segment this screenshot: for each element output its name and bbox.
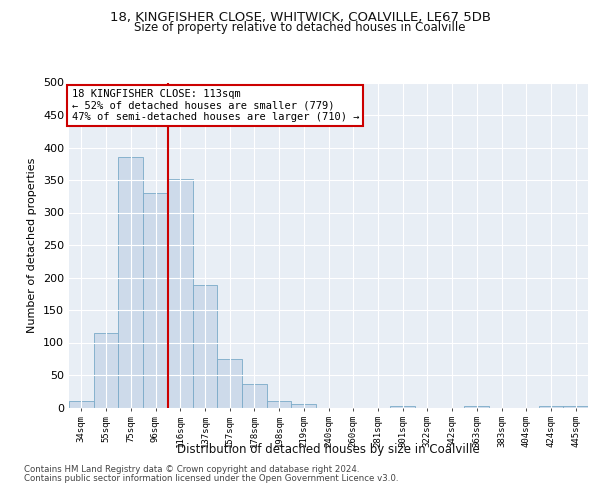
Bar bbox=[464, 406, 489, 407]
Bar bbox=[563, 406, 588, 407]
Bar bbox=[292, 404, 316, 407]
Bar bbox=[390, 406, 415, 407]
Y-axis label: Number of detached properties: Number of detached properties bbox=[28, 158, 37, 332]
Text: Contains public sector information licensed under the Open Government Licence v3: Contains public sector information licen… bbox=[24, 474, 398, 483]
Bar bbox=[267, 401, 292, 407]
Bar bbox=[94, 333, 118, 407]
Bar bbox=[193, 286, 217, 408]
Bar bbox=[539, 406, 563, 407]
Bar bbox=[69, 401, 94, 407]
Bar bbox=[118, 157, 143, 407]
Bar bbox=[242, 384, 267, 407]
Text: 18 KINGFISHER CLOSE: 113sqm
← 52% of detached houses are smaller (779)
47% of se: 18 KINGFISHER CLOSE: 113sqm ← 52% of det… bbox=[71, 89, 359, 122]
Text: 18, KINGFISHER CLOSE, WHITWICK, COALVILLE, LE67 5DB: 18, KINGFISHER CLOSE, WHITWICK, COALVILL… bbox=[110, 11, 491, 24]
Text: Contains HM Land Registry data © Crown copyright and database right 2024.: Contains HM Land Registry data © Crown c… bbox=[24, 465, 359, 474]
Bar bbox=[217, 360, 242, 408]
Bar bbox=[143, 193, 168, 408]
Text: Distribution of detached houses by size in Coalville: Distribution of detached houses by size … bbox=[178, 442, 480, 456]
Text: Size of property relative to detached houses in Coalville: Size of property relative to detached ho… bbox=[134, 21, 466, 34]
Bar bbox=[168, 178, 193, 408]
